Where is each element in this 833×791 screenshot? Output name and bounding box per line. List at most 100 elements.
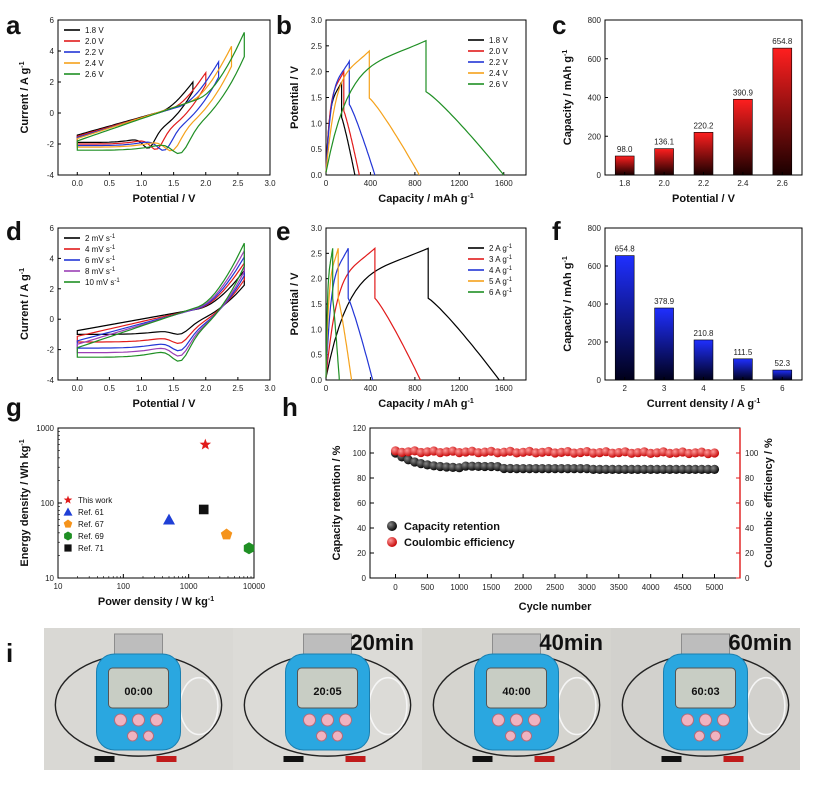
panel-h-data-point (678, 464, 688, 474)
panel-h-data-point (505, 463, 515, 474)
panel-d-ytick-label: 2 (50, 285, 55, 294)
panel-c-xtick-label: 2.4 (737, 179, 749, 188)
panel-h-data-point (684, 464, 694, 474)
panel-e-xtick-label: 1600 (495, 384, 513, 393)
panel-i-timer-button (710, 730, 721, 742)
panel-i-timer-screen (486, 667, 547, 709)
panel-b-ytick-label: 2.0 (311, 68, 323, 77)
panel-b-series-line (325, 81, 356, 176)
panel-f-bar-value-label: 52.3 (775, 359, 791, 368)
panel-d-legend-sup: -1 (110, 267, 116, 273)
panel-i-timer-button (699, 713, 712, 727)
panel-d-ylabel-text: Current / A g (19, 274, 31, 340)
panel-f-capacity-bars: 0 200 400 600 800 654.8 2 378.9 3 210.8 4 111.5 5 52.… (562, 224, 803, 410)
panel-b-ytick-label: 3.0 (311, 16, 323, 25)
panel-f-xtick-label: 3 (662, 384, 667, 393)
panel-b-legend-text: 1.8 V (489, 36, 508, 45)
panel-d-ytick-label: 6 (50, 224, 55, 233)
panel-g-legend-marker (64, 544, 72, 552)
panel-d-cv-scan-rates: 0.0 0.5 1.0 1.5 2.0 2.5 3.0 -4 -2 0 2 4 6 Potential /… (19, 224, 276, 410)
panel-g-ylabel-text: Energy density / Wh kg (19, 446, 31, 567)
panel-f-bar (614, 255, 635, 381)
panel-i-time-label: 40min (539, 630, 603, 655)
panel-c-xlabel: Potential / V (672, 193, 736, 205)
panel-g-legend-marker (64, 531, 72, 541)
panel-a-xtick-label: 0.5 (104, 179, 116, 188)
panel-h-data-point (671, 464, 681, 474)
panel-h-data-point (620, 464, 630, 474)
panel-h-legend-label: Capacity retention (404, 521, 500, 533)
panel-f-ylabel-sup: -1 (562, 256, 569, 262)
panel-g-point (199, 438, 212, 450)
panel-b-xlabel-text: Capacity / mAh g (378, 193, 467, 205)
panel-e-ytick-label: 0.5 (311, 351, 323, 360)
panel-b-legend-text: 2.6 V (489, 80, 508, 89)
panel-h-legend-label: Coulombic efficiency (404, 537, 516, 549)
panel-i-clip-red (723, 756, 744, 762)
panel-e-legend-sup: -1 (507, 288, 513, 294)
panel-i-timer-button (339, 713, 352, 727)
panel-a-xtick-label: 2.0 (200, 179, 212, 188)
panel-a-ytick-label: -2 (47, 140, 55, 149)
panel-f-bar (733, 358, 753, 381)
panel-a-legend-label: 1.8 V (85, 26, 104, 35)
panel-d-xlabel-text: Potential / V (133, 398, 197, 410)
panel-e-series-line (325, 248, 340, 381)
panel-h-data-point (461, 461, 471, 471)
panel-e-legend-label: 6 A g-1 (489, 288, 513, 297)
panel-f-ytick-label: 200 (588, 338, 602, 347)
panel-h-data-point (569, 464, 579, 474)
panel-d-series-line (76, 254, 245, 352)
panel-b-xlabel: Capacity / mAh g-1 (378, 193, 474, 205)
panel-i-timer-button (132, 713, 145, 727)
panel-e-legend-text: 5 A g (489, 277, 507, 286)
panel-h-ytick-label: 40 (357, 524, 366, 533)
panel-a-legend-label: 2.2 V (85, 48, 104, 57)
panel-h-ytick-label: 120 (353, 424, 367, 433)
panel-a-xtick-label: 1.5 (168, 179, 180, 188)
panel-h-ytick-right-label: 100 (745, 449, 759, 458)
panel-i-timer-button (521, 730, 532, 742)
panel-h-ytick-label: 0 (362, 574, 367, 583)
panel-i-timer-button (150, 713, 163, 727)
panel-label-g: g (6, 392, 22, 422)
panel-a-ylabel: Current / A g-1 (19, 61, 31, 133)
panel-a-legend-text: 2.0 V (85, 37, 104, 46)
panel-b-legend-text: 2.0 V (489, 47, 508, 56)
panel-f-xtick-label: 4 (701, 384, 706, 393)
panel-i-timer-button (316, 730, 327, 742)
panel-g-legend-marker (63, 519, 73, 528)
panel-f-ylabel: Capacity / mAh g-1 (562, 256, 574, 352)
panel-c-bar-value-label: 98.0 (617, 145, 633, 154)
panel-h-xtick-label: 5000 (706, 583, 724, 592)
panel-d-legend-sup: -1 (110, 245, 116, 251)
panel-i-timer-button (114, 713, 127, 727)
panel-e-series-line (325, 248, 353, 381)
panel-e-xtick-label: 400 (364, 384, 378, 393)
panel-e-xtick-label: 1200 (450, 384, 468, 393)
panel-i-clip-black (94, 756, 115, 762)
panel-h-data-point (703, 464, 713, 474)
panel-h-data-point (486, 461, 496, 472)
panel-b-xtick-label: 1600 (495, 179, 513, 188)
panel-d-legend-text: 6 mV s (85, 256, 110, 265)
panel-h-data-point (646, 464, 656, 474)
panel-e-legend-text: 4 A g (489, 266, 507, 275)
panel-a-cv-potential-windows: 0.0 0.5 1.0 1.5 2.0 2.5 3.0 -4 -2 0 2 4 6 Potential /… (19, 16, 276, 205)
panel-h-xtick-label: 500 (421, 583, 435, 592)
panel-c-ytick-label: 600 (588, 55, 602, 64)
panel-e-series-line (325, 247, 500, 381)
panel-a-series-line (76, 32, 245, 155)
panel-d-xtick-label: 0.0 (72, 384, 84, 393)
panel-a-legend-label: 2.0 V (85, 37, 104, 46)
panel-e-legend-text: 3 A g (489, 255, 507, 264)
panel-h-xtick-label: 2000 (514, 583, 532, 592)
panel-a-series-line (76, 70, 207, 150)
panel-h-ytick-label: 80 (357, 474, 366, 483)
panel-g-legend-label: This work (78, 496, 113, 505)
panel-f-ytick-label: 400 (588, 300, 602, 309)
panel-d-ytick-label: 0 (50, 315, 55, 324)
panel-i-clip-red (534, 756, 555, 762)
panel-i-timer-button (143, 730, 154, 742)
